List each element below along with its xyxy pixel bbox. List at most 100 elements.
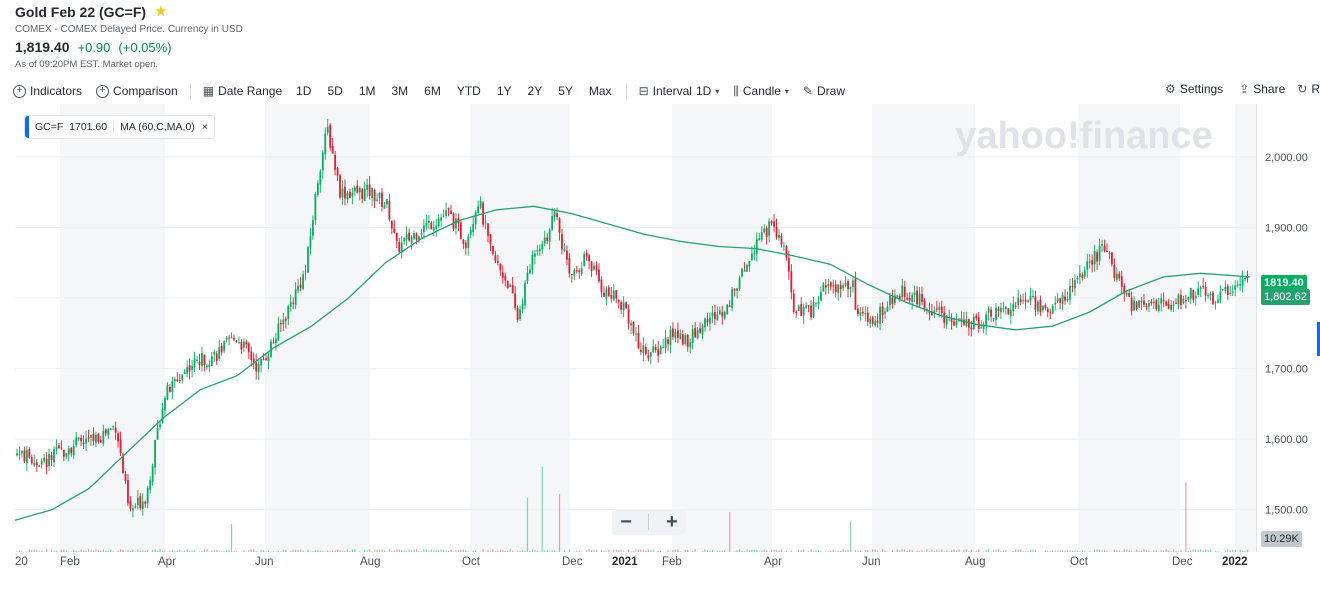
volume-bar <box>467 551 469 552</box>
volume-bar <box>206 549 208 552</box>
candle-body <box>159 424 161 428</box>
candle-body <box>1051 305 1054 314</box>
volume-bar <box>815 550 817 552</box>
volume-bar <box>854 549 857 552</box>
volume-bar <box>899 550 901 552</box>
volume-bar <box>807 551 810 552</box>
volume-bar <box>1140 550 1143 552</box>
range-5y[interactable]: 5Y <box>558 84 573 98</box>
volume-bar <box>1059 550 1061 552</box>
watchlist-star-icon[interactable]: ★ <box>154 3 168 20</box>
volume-bar <box>817 550 820 552</box>
volume-bar <box>359 551 361 552</box>
candle-body <box>972 316 975 330</box>
candle-body <box>437 218 440 227</box>
candle-body <box>77 437 80 440</box>
candle-body <box>1037 301 1039 312</box>
volume-bar <box>336 549 339 552</box>
volume-bar <box>1123 549 1125 552</box>
candle-body <box>1093 250 1096 265</box>
candle-body <box>543 237 546 244</box>
range-1d[interactable]: 1D <box>296 84 312 98</box>
zoom-out-icon[interactable]: − <box>620 510 632 533</box>
candle-body <box>1172 304 1175 306</box>
candle-body <box>987 308 990 313</box>
volume-bar <box>790 550 792 552</box>
volume-bar <box>263 549 265 552</box>
candle-body <box>60 447 63 449</box>
candle-body <box>181 374 184 381</box>
candle-body <box>260 359 263 366</box>
candle-body <box>464 242 467 249</box>
interval-button[interactable]: ⊟ Interval 1D ▾ <box>639 84 720 98</box>
volume-bar <box>112 551 114 552</box>
candle-body <box>371 187 374 199</box>
date-range-button[interactable]: ▦ Date Range <box>203 84 282 98</box>
range-ytd[interactable]: YTD <box>456 84 481 98</box>
candle-body <box>649 352 652 357</box>
candle-body <box>509 284 512 288</box>
candle-body <box>694 327 697 338</box>
volume-bar <box>211 550 213 552</box>
range-3m[interactable]: 3M <box>391 84 409 98</box>
candle-body <box>1234 285 1237 290</box>
indicators-button[interactable]: + Indicators <box>13 84 82 98</box>
zoom-in-icon[interactable]: + <box>666 510 678 533</box>
price-chart[interactable]: yahoo!finance 2,000.001,900.001,800.001,… <box>0 104 1320 590</box>
toolbar-divider <box>189 83 191 99</box>
share-button[interactable]: ⇪ Share <box>1239 82 1285 96</box>
candle-body <box>82 442 85 444</box>
candle-body <box>681 334 684 345</box>
volume-bar <box>931 549 933 552</box>
chart-type-button[interactable]: ⫼ Candle ▾ <box>733 84 789 99</box>
candle-body <box>1157 304 1160 311</box>
candle-body <box>462 239 465 244</box>
range-2y[interactable]: 2Y <box>527 84 543 98</box>
range-5d[interactable]: 5D <box>327 84 343 98</box>
candle-body <box>1197 288 1200 295</box>
candle-body <box>889 295 891 306</box>
candle-body <box>418 236 420 242</box>
range-1m[interactable]: 1M <box>358 84 376 98</box>
volume-bar <box>1052 550 1054 552</box>
candle-body <box>496 261 499 263</box>
volume-bar <box>1195 549 1197 552</box>
candle-body <box>701 325 704 335</box>
candle-body <box>1180 294 1182 306</box>
zoom-divider <box>648 514 650 530</box>
candle-body <box>474 212 477 225</box>
candle-body <box>403 238 406 242</box>
close-icon[interactable]: × <box>201 121 208 133</box>
range-max[interactable]: Max <box>588 84 612 98</box>
range-1y[interactable]: 1Y <box>496 84 512 98</box>
candle-body <box>1155 300 1158 310</box>
volume-bar <box>31 549 33 552</box>
volume-bar <box>253 549 255 552</box>
comparison-button[interactable]: + Comparison <box>96 84 178 98</box>
candle-body <box>1069 285 1071 300</box>
candle-body <box>1076 277 1079 280</box>
scroll-handle[interactable] <box>1317 322 1320 356</box>
chart-legend: GC=F 1701.60 MA (60,C,MA,0) × <box>24 115 215 139</box>
candle-body <box>805 305 808 308</box>
candle-body <box>578 270 581 273</box>
candle-body <box>573 269 576 276</box>
range-6m[interactable]: 6M <box>424 84 441 98</box>
volume-bar <box>341 550 344 552</box>
candle-body <box>203 354 206 366</box>
candle-body <box>588 255 591 262</box>
candle-body <box>494 255 497 261</box>
candle-body <box>1061 295 1064 305</box>
legend-ma[interactable]: MA (60,C,MA,0) × <box>113 121 214 133</box>
settings-button[interactable]: ⚙ Settings <box>1165 82 1223 96</box>
volume-bar <box>346 549 349 552</box>
candle-body <box>580 268 583 275</box>
volume-bar <box>640 549 642 552</box>
candle-body <box>240 341 243 350</box>
chevron-down-icon: ▾ <box>715 86 720 96</box>
candle-body <box>1044 305 1047 309</box>
volume-bar <box>618 550 620 552</box>
draw-button[interactable]: ✎ Draw <box>803 84 845 98</box>
candle-body <box>422 225 425 233</box>
reset-button[interactable]: ↻ R <box>1297 82 1320 96</box>
